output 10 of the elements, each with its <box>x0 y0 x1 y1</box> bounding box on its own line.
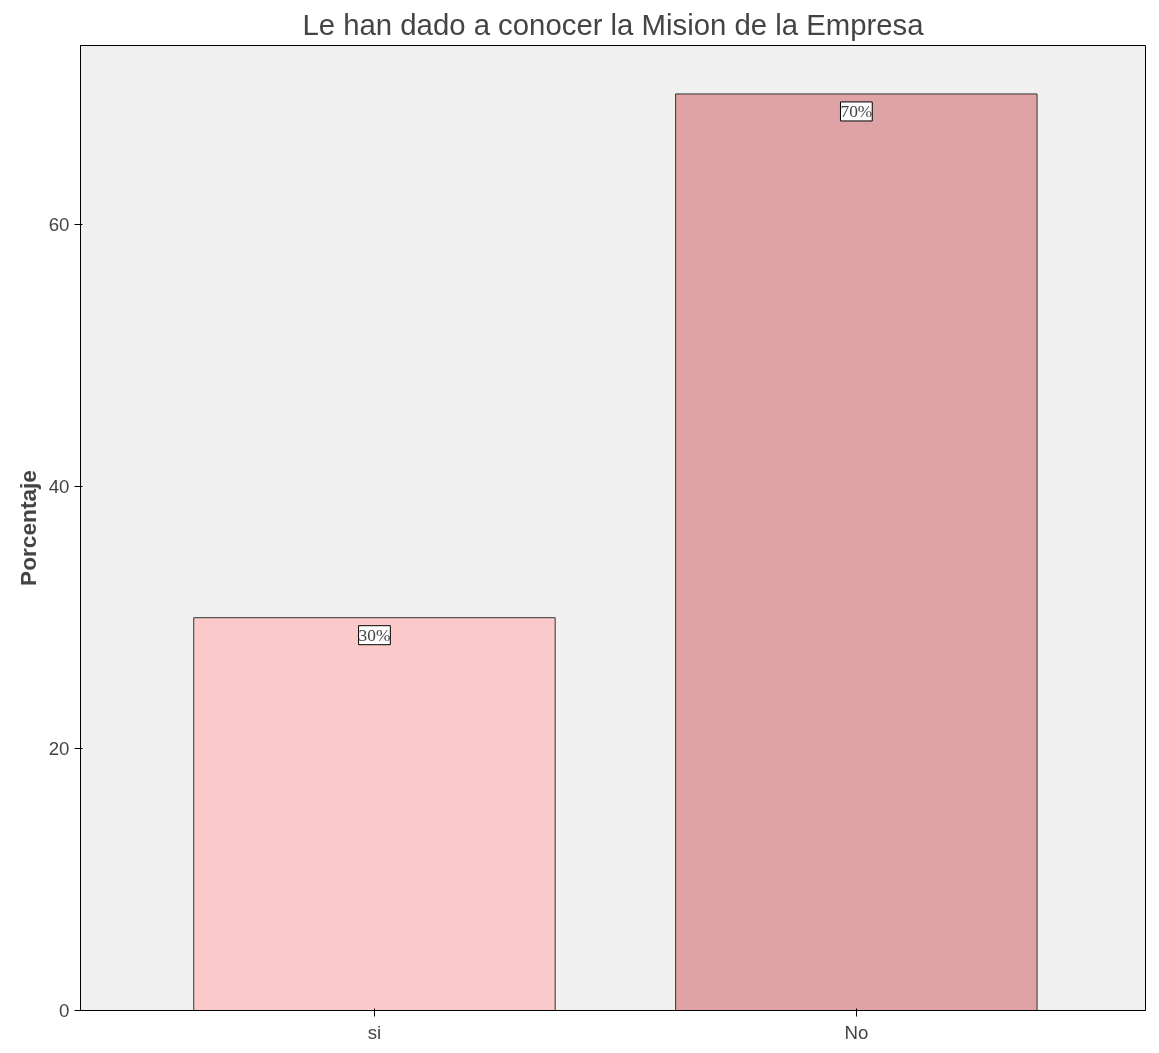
y-tick-label: 20 <box>48 738 70 760</box>
x-tick-label: si <box>367 1021 382 1043</box>
y-tick-label: 40 <box>48 476 70 498</box>
chart-title: Le han dado a conocer la Mision de la Empresa <box>302 7 925 41</box>
data-label: 30% <box>358 625 391 645</box>
data-label: 70% <box>840 101 873 121</box>
y-tick-label: 0 <box>59 1000 70 1021</box>
y-tick-label: 60 <box>48 214 70 236</box>
x-tick-label: No <box>844 1021 869 1043</box>
y-axis-title: Porcentaje <box>14 470 41 586</box>
